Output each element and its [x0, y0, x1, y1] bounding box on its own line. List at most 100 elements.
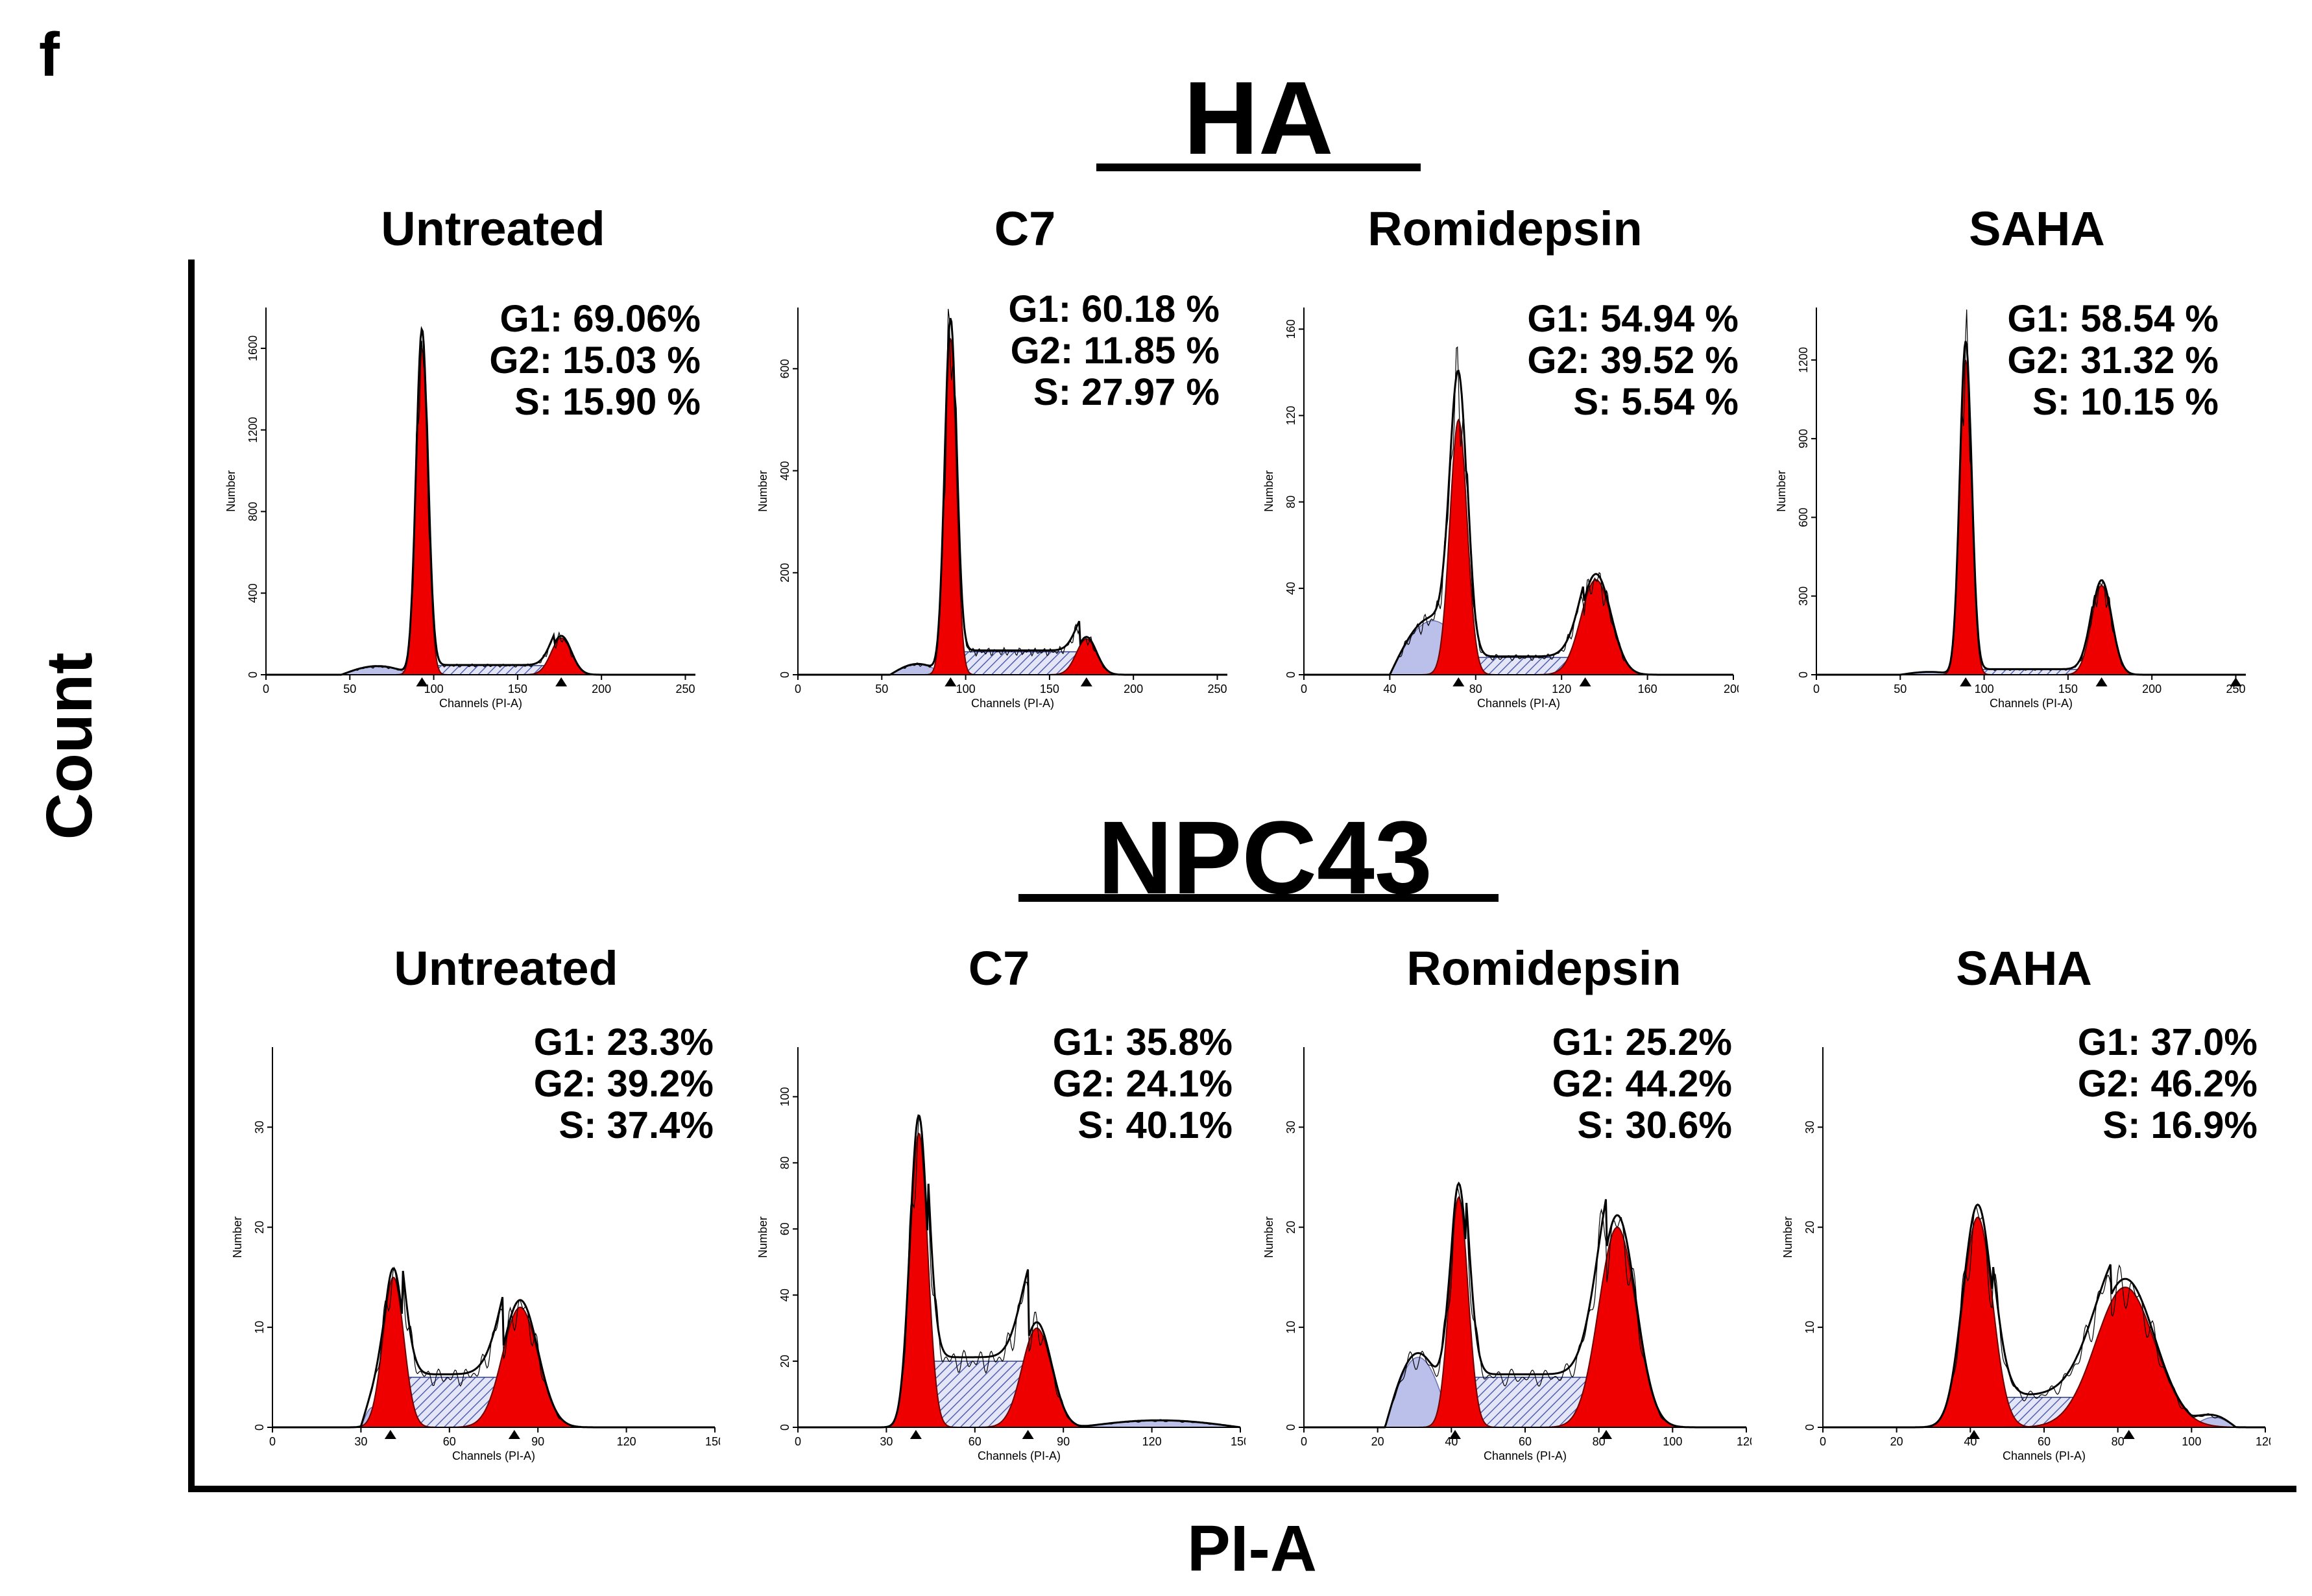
stat-g2: G2: 44.2% [1552, 1063, 1732, 1105]
figure-x-axis-title: PI-A [1187, 1512, 1317, 1585]
group-rule-npc43 [1018, 894, 1499, 902]
plot-title: Romidepsin [1367, 202, 1643, 256]
phase-stats: G1: 54.94 % G2: 39.52 % S: 5.54 % [1453, 298, 1739, 423]
x-axis-label: Channels (PI-A) [439, 697, 522, 710]
peak-marker [2230, 677, 2242, 686]
g1-peak [1304, 418, 1733, 675]
x-tick-label: 50 [1894, 683, 1907, 695]
y-tick-label: 0 [1284, 1424, 1297, 1431]
figure-y-axis-title: Count [33, 652, 106, 840]
y-tick-label: 80 [1284, 496, 1297, 509]
x-tick-label: 40 [1383, 683, 1396, 695]
x-tick-label: 160 [1638, 683, 1657, 695]
y-tick-label: 200 [778, 563, 791, 583]
x-tick-label: 20 [1371, 1435, 1384, 1448]
x-axis-label: Channels (PI-A) [2003, 1449, 2086, 1462]
stat-g2: G2: 31.32 % [2007, 339, 2219, 381]
plot-title: SAHA [1969, 202, 2105, 256]
stat-g1: G1: 25.2% [1552, 1021, 1732, 1063]
g1-peak [1823, 1216, 2265, 1428]
stat-s: S: 40.1% [1078, 1104, 1233, 1146]
y-tick-label: 30 [253, 1120, 266, 1133]
y-tick-label: 400 [778, 461, 791, 481]
s-phase-area [1304, 657, 1733, 675]
raw-data-line [1816, 309, 2246, 675]
plot-title: Untreated [381, 202, 605, 256]
x-tick-label: 90 [1057, 1435, 1070, 1448]
histogram-plot: 0 30 60 90 120 150 0 20 40 60 80 100 Channels (PI-A)… [756, 1047, 1246, 1462]
histogram-plot: 0 50 100 150 200 250 0 200 400 600 Channels (PI-A)… [756, 308, 1227, 710]
plot-title: Romidepsin [1406, 941, 1681, 995]
plot-title: C7 [994, 202, 1056, 256]
y-tick-label: 10 [253, 1321, 266, 1334]
x-tick-label: 250 [675, 683, 695, 695]
peak-marker [1600, 1430, 1613, 1439]
x-tick-label: 60 [2038, 1435, 2051, 1448]
y-tick-label: 1200 [247, 417, 259, 443]
x-tick-label: 120 [1552, 683, 1571, 695]
x-tick-label: 0 [795, 1435, 801, 1448]
x-tick-label: 60 [1519, 1435, 1532, 1448]
x-tick-label: 150 [508, 683, 527, 695]
y-tick-label: 40 [1284, 582, 1297, 595]
raw-data-line [1304, 346, 1733, 675]
y-tick-label: 600 [778, 359, 791, 378]
y-tick-label: 20 [778, 1355, 791, 1368]
x-tick-label: 0 [269, 1435, 276, 1448]
x-axis-label: Channels (PI-A) [971, 697, 1054, 710]
x-tick-label: 120 [1737, 1435, 1752, 1448]
y-axis-label: Number [1262, 1216, 1275, 1258]
x-tick-label: 200 [1724, 683, 1739, 695]
peak-marker [2095, 677, 2108, 686]
y-tick-label: 60 [778, 1222, 791, 1235]
y-tick-label: 20 [1284, 1221, 1297, 1234]
y-tick-label: 100 [778, 1087, 791, 1106]
histogram-plot: 0204060801001200102030Channels (PI-A)Num… [1781, 1047, 2270, 1462]
x-tick-label: 120 [617, 1435, 636, 1448]
x-tick-label: 50 [343, 683, 356, 695]
peak-marker [384, 1430, 396, 1439]
x-tick-label: 60 [443, 1435, 456, 1448]
peak-marker [1022, 1430, 1034, 1439]
model-fit-line [798, 317, 1227, 676]
x-tick-label: 0 [263, 683, 269, 695]
stat-s: S: 27.97 % [1033, 371, 1220, 413]
stat-g2: G2: 39.52 % [1527, 339, 1739, 381]
y-axis-label: Number [1781, 1216, 1794, 1258]
stat-s: S: 16.9% [2102, 1104, 2258, 1146]
x-tick-label: 100 [1975, 683, 1994, 695]
raw-data-line [1823, 1205, 2265, 1428]
stat-s: S: 37.4% [559, 1104, 714, 1146]
y-tick-label: 10 [1284, 1321, 1297, 1334]
y-axis-label: Number [756, 470, 769, 512]
peak-marker [2123, 1430, 2135, 1439]
peak-marker [416, 677, 428, 686]
stat-s: S: 10.15 % [2032, 381, 2219, 423]
figure-y-axis-line [188, 260, 195, 1492]
stat-g1: G1: 54.94 % [1527, 298, 1739, 340]
y-tick-label: 40 [778, 1288, 791, 1301]
x-axis-label: Channels (PI-A) [452, 1449, 535, 1462]
model-fit-line [1816, 341, 2246, 676]
stat-g1: G1: 35.8% [1052, 1021, 1233, 1063]
y-tick-label: 0 [1284, 671, 1297, 678]
y-tick-label: 900 [1797, 429, 1810, 448]
x-tick-label: 20 [1890, 1435, 1903, 1448]
x-tick-label: 90 [531, 1435, 544, 1448]
g2-peak [1816, 585, 2246, 675]
y-axis-label: Number [224, 470, 237, 512]
x-tick-label: 100 [2182, 1435, 2201, 1448]
x-tick-label: 30 [880, 1435, 893, 1448]
y-axis-label: Number [1262, 470, 1275, 512]
phase-stats: G1: 60.18 % G2: 11.85 % S: 27.97 % [934, 289, 1220, 413]
model-fit-line [266, 326, 695, 676]
s-phase-area [266, 665, 695, 675]
x-tick-label: 200 [592, 683, 611, 695]
model-fit-line [1304, 369, 1733, 676]
g2-peak [798, 1327, 1240, 1428]
y-tick-label: 20 [253, 1221, 266, 1234]
x-tick-label: 60 [969, 1435, 981, 1448]
stat-g1: G1: 23.3% [533, 1021, 714, 1063]
x-tick-label: 200 [1124, 683, 1143, 695]
stat-g1: G1: 60.18 % [1008, 288, 1220, 330]
